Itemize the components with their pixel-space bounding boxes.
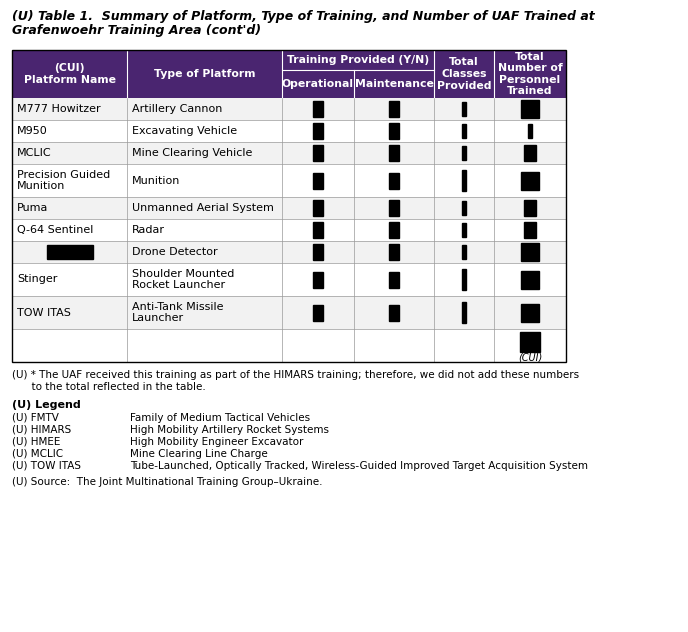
Bar — [462, 146, 466, 160]
Text: Drone Detector: Drone Detector — [132, 247, 217, 257]
Text: (U) HMEE: (U) HMEE — [12, 437, 61, 447]
Text: Total
Number of
Personnel
Trained: Total Number of Personnel Trained — [497, 52, 562, 97]
Bar — [528, 124, 532, 138]
Bar — [313, 305, 323, 320]
Bar — [462, 102, 466, 116]
Bar — [313, 145, 323, 161]
Text: (U) FMTV: (U) FMTV — [12, 413, 59, 423]
Bar — [12, 197, 566, 219]
Bar — [47, 245, 92, 259]
Text: (U) Source:  The Joint Multinational Training Group–Ukraine.: (U) Source: The Joint Multinational Trai… — [12, 477, 323, 487]
Text: M777 Howitzer: M777 Howitzer — [17, 104, 100, 114]
Text: TOW ITAS: TOW ITAS — [17, 308, 71, 317]
Bar — [389, 173, 399, 188]
Bar — [12, 142, 566, 164]
Bar — [524, 222, 536, 238]
Text: Shoulder Mounted
Rocket Launcher: Shoulder Mounted Rocket Launcher — [132, 269, 235, 290]
Text: Artillery Cannon: Artillery Cannon — [132, 104, 222, 114]
Bar — [313, 200, 323, 216]
Bar — [389, 244, 399, 260]
Text: to the total reflected in the table.: to the total reflected in the table. — [12, 382, 206, 392]
Text: Unmanned Aerial System: Unmanned Aerial System — [132, 203, 274, 213]
Bar — [389, 145, 399, 161]
Bar — [313, 173, 323, 188]
Bar — [521, 243, 539, 261]
Text: Mine Clearing Vehicle: Mine Clearing Vehicle — [132, 148, 252, 158]
Bar — [389, 123, 399, 139]
Text: (U) * The UAF received this training as part of the HIMARS training; therefore, : (U) * The UAF received this training as … — [12, 370, 579, 380]
Text: Total
Classes
Provided: Total Classes Provided — [437, 58, 491, 90]
Text: Radar: Radar — [132, 225, 165, 235]
Bar — [313, 101, 323, 117]
Bar — [12, 219, 566, 241]
Text: Mine Clearing Line Charge: Mine Clearing Line Charge — [130, 449, 268, 459]
Bar — [12, 50, 566, 98]
Bar — [12, 263, 566, 296]
Bar — [12, 241, 566, 263]
Bar — [12, 98, 566, 120]
Bar — [462, 124, 466, 138]
Text: (U) Legend: (U) Legend — [12, 400, 80, 410]
Bar — [12, 329, 566, 362]
Bar — [313, 123, 323, 139]
Text: (U) TOW ITAS: (U) TOW ITAS — [12, 461, 81, 471]
Text: Precision Guided
Munition: Precision Guided Munition — [17, 170, 110, 191]
Bar — [462, 245, 466, 259]
Text: Tube-Launched, Optically Tracked, Wireless-Guided Improved Target Acquisition Sy: Tube-Launched, Optically Tracked, Wirele… — [130, 461, 588, 471]
Bar — [524, 200, 536, 216]
Bar — [12, 164, 566, 197]
Text: Munition: Munition — [132, 176, 180, 186]
Bar — [521, 270, 539, 288]
Text: (CUI)
Platform Name: (CUI) Platform Name — [23, 63, 116, 85]
Text: Grafenwoehr Training Area (cont'd): Grafenwoehr Training Area (cont'd) — [12, 24, 261, 37]
Bar — [462, 170, 466, 191]
Text: Operational: Operational — [282, 79, 354, 89]
Bar — [313, 222, 323, 238]
Text: Stinger: Stinger — [17, 274, 57, 284]
Text: (U) MCLIC: (U) MCLIC — [12, 449, 63, 459]
Text: Type of Platform: Type of Platform — [153, 69, 255, 79]
Bar — [313, 272, 323, 288]
Bar — [462, 201, 466, 215]
Bar — [12, 296, 566, 329]
Text: (U) HIMARS: (U) HIMARS — [12, 425, 72, 435]
Bar — [389, 305, 399, 320]
Bar — [521, 171, 539, 190]
Text: (U) Table 1.  Summary of Platform, Type of Training, and Number of UAF Trained a: (U) Table 1. Summary of Platform, Type o… — [12, 10, 594, 23]
Bar — [462, 223, 466, 237]
Bar — [313, 244, 323, 260]
Bar — [12, 120, 566, 142]
Text: Puma: Puma — [17, 203, 48, 213]
Bar — [389, 222, 399, 238]
Bar — [521, 303, 539, 322]
Bar — [521, 100, 539, 118]
Text: Excavating Vehicle: Excavating Vehicle — [132, 126, 237, 136]
Text: Training Provided (Y/N): Training Provided (Y/N) — [287, 55, 429, 65]
Bar — [389, 272, 399, 288]
Bar — [462, 301, 466, 323]
Text: Maintenance: Maintenance — [354, 79, 433, 89]
Bar — [520, 332, 540, 352]
Bar — [389, 101, 399, 117]
Text: Anti-Tank Missile
Launcher: Anti-Tank Missile Launcher — [132, 301, 224, 324]
Bar — [524, 145, 536, 161]
Bar — [462, 269, 466, 290]
Text: M950: M950 — [17, 126, 47, 136]
Text: Family of Medium Tactical Vehicles: Family of Medium Tactical Vehicles — [130, 413, 310, 423]
Text: (CUI): (CUI) — [518, 352, 542, 362]
Bar — [12, 50, 566, 362]
Text: Q-64 Sentinel: Q-64 Sentinel — [17, 225, 94, 235]
Text: High Mobility Artillery Rocket Systems: High Mobility Artillery Rocket Systems — [130, 425, 329, 435]
Bar — [389, 200, 399, 216]
Text: MCLIC: MCLIC — [17, 148, 52, 158]
Text: High Mobility Engineer Excavator: High Mobility Engineer Excavator — [130, 437, 303, 447]
